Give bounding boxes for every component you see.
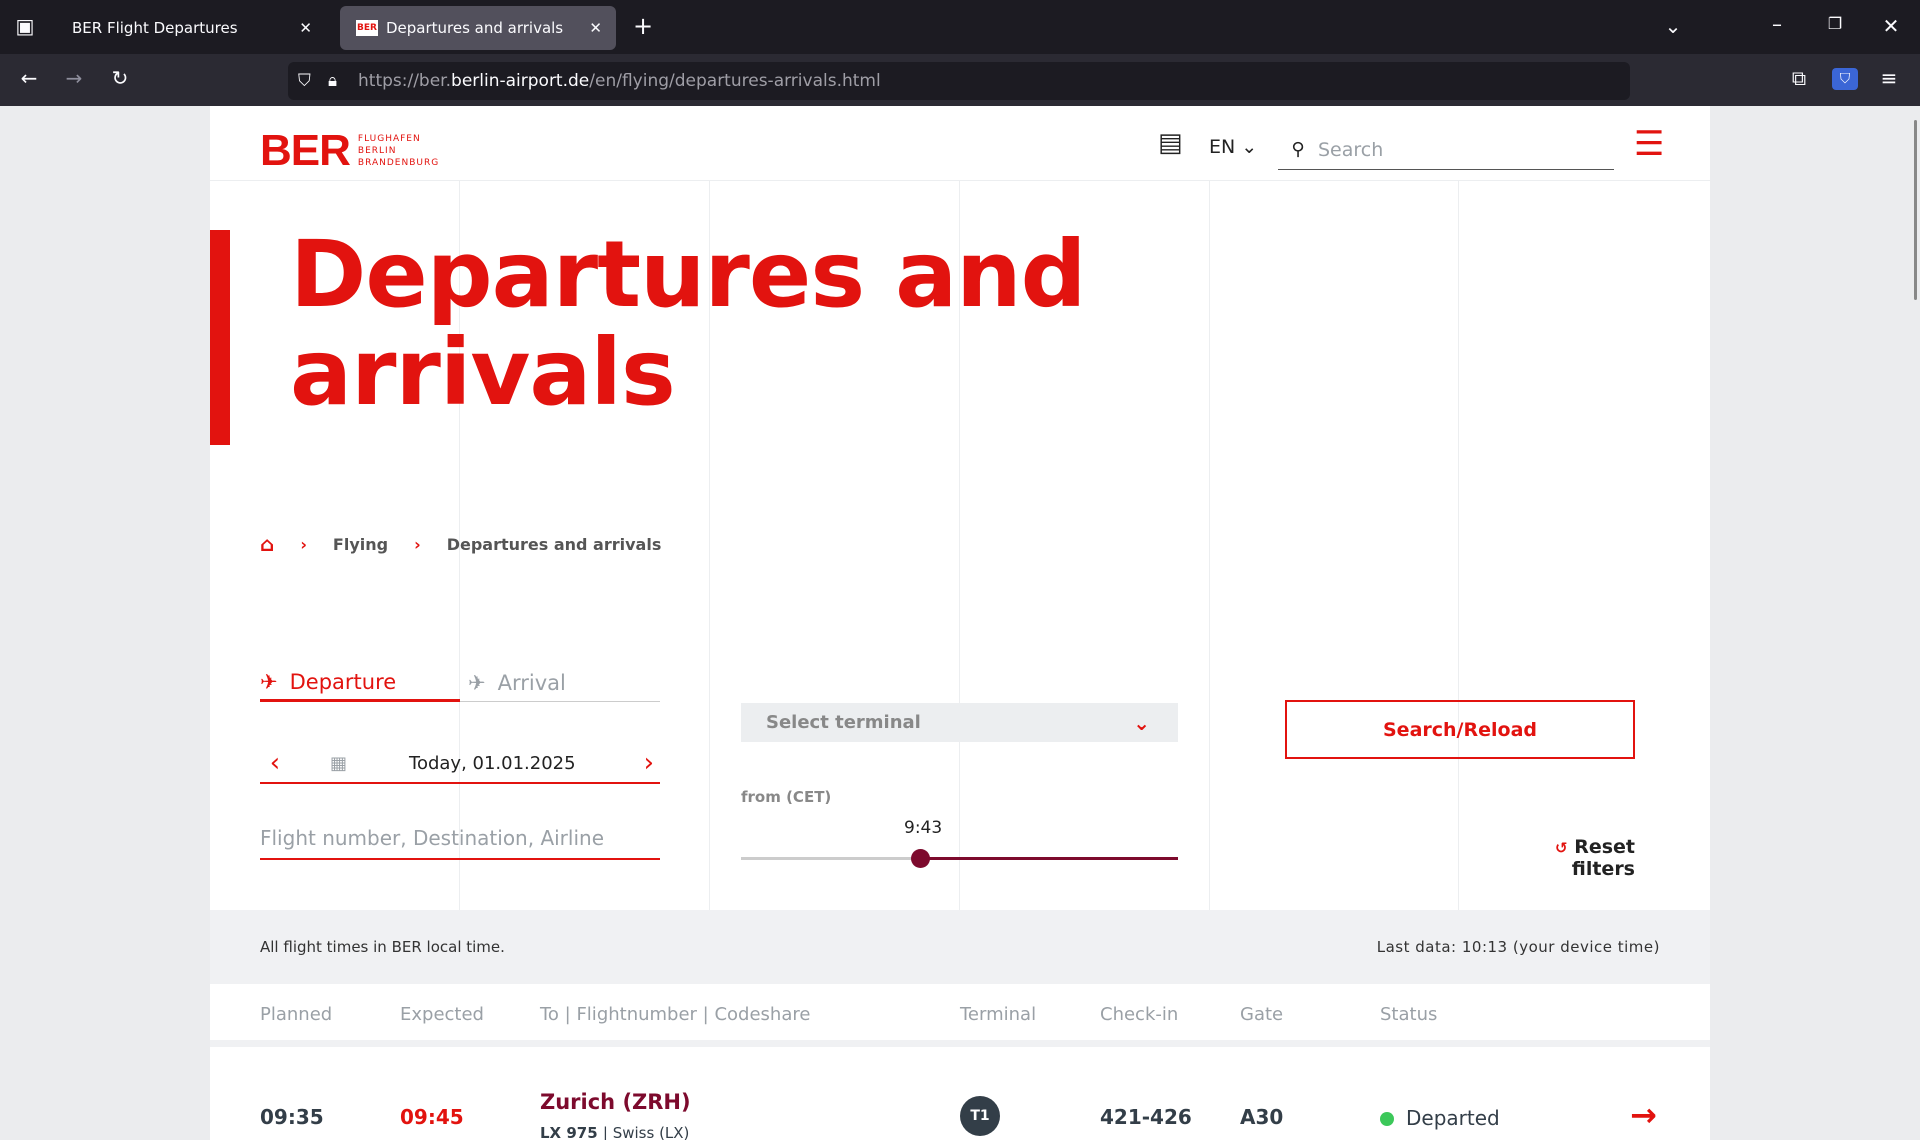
tab-overview-icon[interactable]: ▣ bbox=[15, 14, 35, 38]
lock-icon: 🔒︎ bbox=[328, 71, 338, 91]
date-value: Today, 01.01.2025 bbox=[409, 752, 576, 774]
close-window-icon[interactable]: ✕ bbox=[1882, 14, 1900, 38]
url-domain: berlin-airport.de bbox=[451, 71, 590, 91]
plane-departure-icon: ✈ bbox=[260, 669, 278, 694]
breadcrumb-current: Departures and arrivals bbox=[446, 534, 662, 554]
page-title: Departures and arrivals bbox=[290, 221, 1087, 426]
tab-label: BER Flight Departures bbox=[72, 19, 238, 37]
table-row[interactable]: 09:35 09:45 Zurich (ZRH) LX 975 | Swiss … bbox=[260, 1090, 1657, 1140]
newspaper-reader-icon[interactable]: ▤ bbox=[1158, 128, 1183, 158]
destination: Zurich (ZRH) bbox=[540, 1090, 691, 1114]
search-reload-button[interactable]: Search/Reload bbox=[1285, 700, 1635, 759]
tab-departure[interactable]: ✈ Departure bbox=[260, 664, 460, 702]
shield-icon: ⛉ bbox=[298, 71, 311, 91]
search-icon: ⚲ bbox=[1291, 139, 1305, 160]
slider-thumb[interactable] bbox=[911, 849, 930, 868]
flight-search-input[interactable]: Flight number, Destination, Airline bbox=[260, 818, 660, 860]
password-manager-icon[interactable]: ⛉ bbox=[1832, 68, 1858, 90]
date-picker[interactable]: ‹ ▦ Today, 01.01.2025 › bbox=[260, 744, 660, 784]
hamburger-menu-icon[interactable]: ☰ bbox=[1634, 124, 1665, 164]
favicon: BER bbox=[356, 20, 378, 36]
search-input[interactable]: ⚲ Search bbox=[1278, 130, 1614, 170]
url-prefix: https://ber. bbox=[358, 71, 452, 91]
tab-ber-flight-departures[interactable]: BER Flight Departures ✕ bbox=[56, 6, 326, 50]
table-header: Planned Expected To | Flightnumber | Cod… bbox=[210, 984, 1710, 1047]
grid-line bbox=[959, 181, 960, 910]
reset-filters-button[interactable]: ↺ Reset filters bbox=[1555, 836, 1635, 880]
tab-arrival[interactable]: ✈ Arrival bbox=[460, 664, 660, 702]
language-select[interactable]: EN ⌄ bbox=[1209, 136, 1258, 158]
from-label: from (CET) bbox=[741, 788, 832, 806]
title-accent-bar bbox=[210, 230, 230, 445]
time-value: 9:43 bbox=[904, 818, 943, 838]
url-bar[interactable]: ⛉ 🔒︎ https://ber. berlin-airport.de/en/fl… bbox=[288, 62, 1630, 100]
info-bar: All flight times in BER local time. Last… bbox=[210, 910, 1710, 984]
back-icon[interactable]: ← bbox=[20, 66, 38, 90]
breadcrumb: ⌂ › Flying › Departures and arrivals bbox=[260, 532, 661, 556]
tab-bar: ▣ BER Flight Departures ✕ BER Departures… bbox=[0, 0, 1920, 54]
plane-arrival-icon: ✈ bbox=[468, 670, 486, 695]
url-path: /en/flying/departures-arrivals.html bbox=[589, 71, 881, 91]
chevron-left-icon[interactable]: ‹ bbox=[269, 748, 281, 778]
terminal-badge: T1 bbox=[960, 1096, 1000, 1136]
scrollbar[interactable] bbox=[1914, 120, 1917, 300]
chevron-right-icon: › bbox=[300, 534, 307, 554]
forward-icon[interactable]: → bbox=[65, 66, 83, 90]
close-icon[interactable]: ✕ bbox=[589, 19, 602, 37]
ber-logo[interactable]: BER FLUGHAFEN BERLIN BRANDENBURG bbox=[260, 126, 439, 176]
calendar-icon: ▦ bbox=[330, 752, 348, 774]
page: BER FLUGHAFEN BERLIN BRANDENBURG ▤ EN ⌄ ⚲ … bbox=[210, 106, 1710, 1140]
grid-line bbox=[1209, 181, 1210, 910]
chevron-down-icon: ⌄ bbox=[1133, 710, 1150, 735]
menu-icon[interactable]: ≡ bbox=[1880, 66, 1898, 90]
logo-text: BER bbox=[260, 126, 351, 175]
logo-subtitle: FLUGHAFEN BERLIN BRANDENBURG bbox=[357, 134, 440, 168]
status-text: Departed bbox=[1406, 1106, 1500, 1130]
new-tab-icon[interactable]: + bbox=[632, 12, 654, 40]
time-slider[interactable] bbox=[741, 849, 1178, 868]
close-icon[interactable]: ✕ bbox=[299, 19, 312, 37]
reset-icon: ↺ bbox=[1555, 839, 1568, 857]
restore-icon[interactable]: ❐ bbox=[1827, 14, 1843, 33]
grid-line bbox=[459, 181, 460, 910]
home-icon[interactable]: ⌂ bbox=[260, 532, 275, 556]
extensions-icon[interactable]: ⧉ bbox=[1791, 66, 1807, 90]
terminal-select[interactable]: Select terminal ⌄ bbox=[741, 703, 1178, 742]
grid-line bbox=[1458, 181, 1459, 910]
arrow-right-icon[interactable]: → bbox=[1630, 1096, 1657, 1134]
reload-icon[interactable]: ↻ bbox=[111, 66, 129, 90]
chevron-down-icon[interactable]: ⌄ bbox=[1664, 14, 1682, 38]
chevron-right-icon: › bbox=[414, 534, 421, 554]
tab-label: Departures and arrivals bbox=[385, 19, 564, 37]
chevron-right-icon[interactable]: › bbox=[643, 748, 654, 778]
grid-line bbox=[709, 181, 710, 910]
minimize-icon[interactable]: – bbox=[1772, 12, 1782, 36]
status-dot bbox=[1380, 1112, 1394, 1126]
breadcrumb-flying[interactable]: Flying bbox=[332, 534, 389, 554]
tab-departures-arrivals[interactable]: BER Departures and arrivals ✕ bbox=[340, 6, 616, 50]
